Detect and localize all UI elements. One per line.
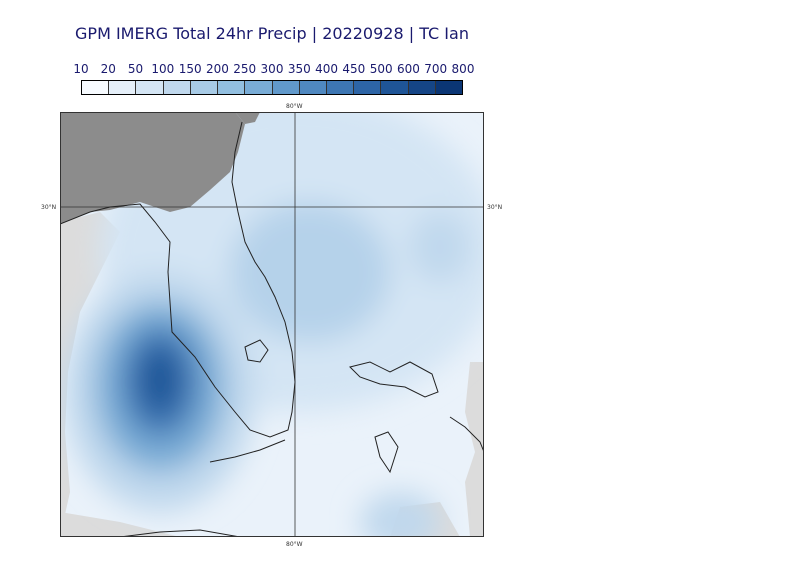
colorbar-cell xyxy=(354,81,382,94)
colorbar-tick-label: 350 xyxy=(287,62,311,76)
colorbar-tick-label: 150 xyxy=(178,62,202,76)
colorbar-tick-label: 100 xyxy=(151,62,175,76)
nodata-region-east xyxy=(465,362,484,537)
coastline-bahamas-1 xyxy=(349,361,439,398)
colorbar-tick-label: 600 xyxy=(396,62,420,76)
colorbar-tick-label: 50 xyxy=(127,62,144,76)
colorbar-tick-label: 450 xyxy=(342,62,366,76)
colorbar-tick-label: 500 xyxy=(369,62,393,76)
colorbar-cell xyxy=(326,81,355,94)
colorbar-tick-label: 700 xyxy=(424,62,448,76)
coastline-florida xyxy=(60,121,296,438)
colorbar-cell xyxy=(82,81,110,94)
colorbar-tick-label: 400 xyxy=(315,62,339,76)
colorbar-tick-labels: 10 20 50 100 150 200 250 300 350 400 450 500 600 700 8… xyxy=(66,62,486,78)
colorbar-tick-label: 10 xyxy=(73,62,89,76)
coastline-bahamas-2 xyxy=(374,431,399,474)
colorbar-cell xyxy=(136,81,164,94)
colorbar-cell xyxy=(218,81,246,94)
precip-band-7 xyxy=(410,212,470,282)
colorbar-tick-label: 300 xyxy=(260,62,284,76)
colorbar-cell xyxy=(163,81,191,94)
nodata-region-south xyxy=(60,512,180,537)
coastline-keys xyxy=(209,439,286,463)
gridline-label-right: 30°N xyxy=(487,204,503,211)
colorbar-cell xyxy=(190,81,219,94)
land-region xyxy=(60,112,245,224)
colorbar-tick-label: 20 xyxy=(100,62,116,76)
gridline-label-bottom: 80°W xyxy=(286,541,303,548)
colorbar-cell xyxy=(245,81,273,94)
map-title: GPM IMERG Total 24hr Precip | 20220928 |… xyxy=(75,24,469,43)
coastline-cuba-east xyxy=(449,416,484,453)
colorbar-cell xyxy=(272,81,300,94)
land-region-north xyxy=(235,112,260,124)
colorbar-cell xyxy=(435,81,463,94)
nodata-region-west xyxy=(60,212,120,537)
gridline-label-left: 30°N xyxy=(41,204,57,211)
precip-band-2 xyxy=(230,202,390,342)
map-frame xyxy=(60,112,484,537)
colorbar-tick-label: 800 xyxy=(451,62,475,76)
precipitation-map xyxy=(60,112,484,537)
colorbar-cell xyxy=(408,81,436,94)
colorbar-tick-label: 200 xyxy=(205,62,229,76)
colorbar-tick-label: 250 xyxy=(233,62,257,76)
precip-band-6 xyxy=(140,348,180,412)
precip-band-8 xyxy=(360,492,440,537)
lake-okeechobee xyxy=(244,339,269,363)
coastline-south xyxy=(119,529,241,537)
gridline-label-top: 80°W xyxy=(286,103,303,110)
colorbar-cell xyxy=(109,81,137,94)
colorbar-cell xyxy=(299,81,327,94)
colorbar-cell xyxy=(381,81,409,94)
colorbar xyxy=(81,80,463,95)
